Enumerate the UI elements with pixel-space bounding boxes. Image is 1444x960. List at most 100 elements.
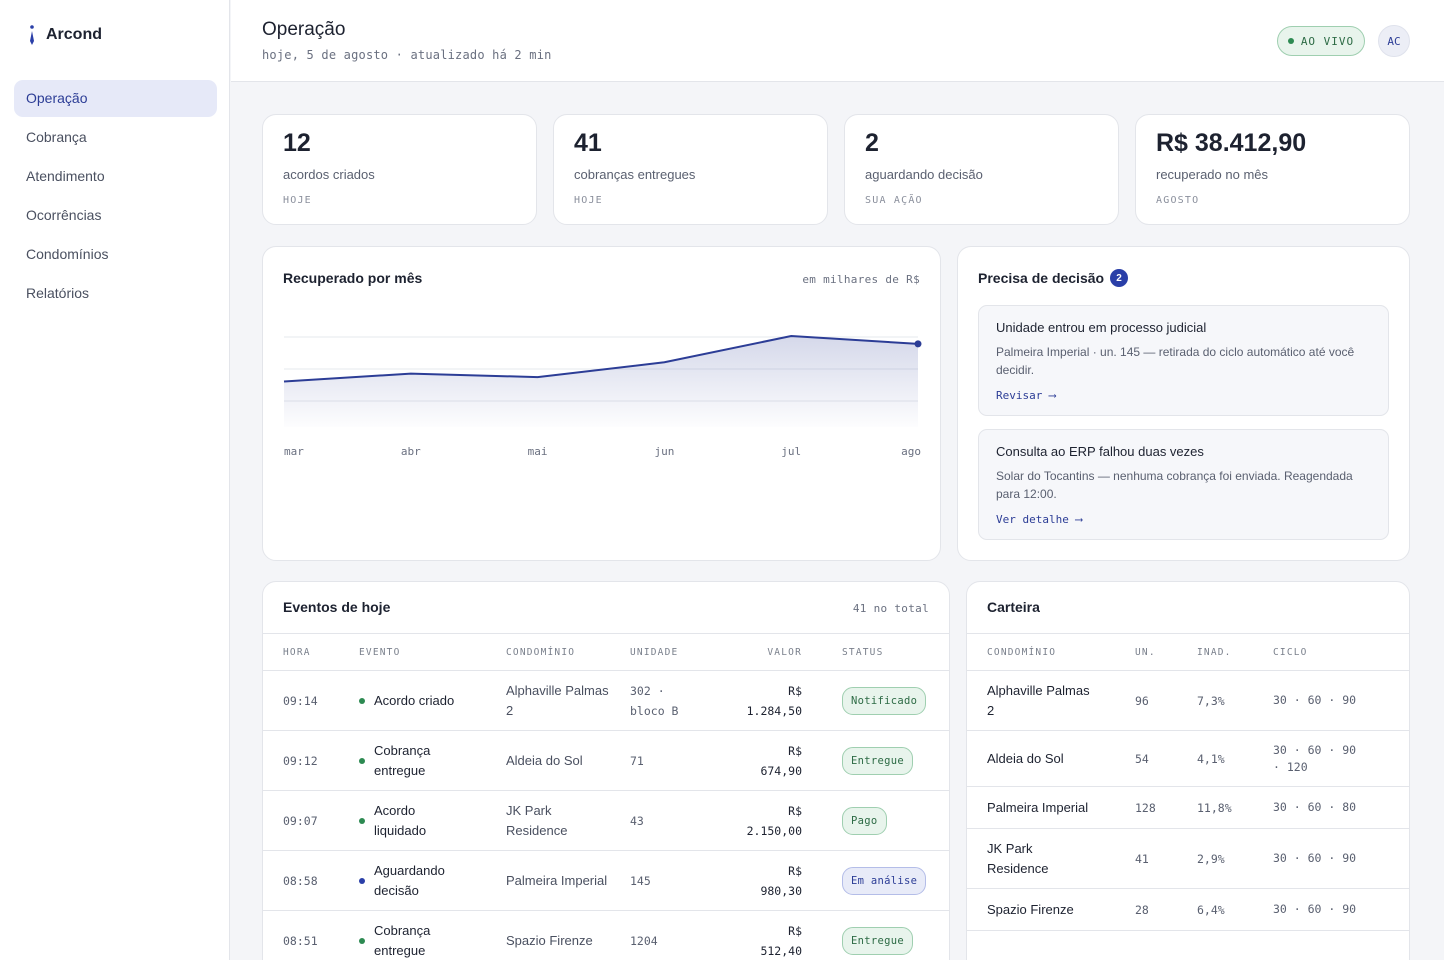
event-cell: Cobrança entregue (359, 730, 506, 791)
event-valor: R$ 674,90 (720, 730, 802, 791)
portfolio-condominio: Palmeira Imperial (967, 786, 1135, 829)
page-subtitle: hoje, 5 de agosto · atualizado há 2 min (262, 48, 552, 62)
col-condominio[interactable]: CONDOMÍNIO (967, 633, 1135, 671)
event-status-dot-icon (359, 937, 365, 944)
sidebar-item-cobranca[interactable]: Cobrança (26, 129, 87, 145)
event-status-cell: Entregue (802, 730, 949, 791)
col-ciclo[interactable]: CICLO (1273, 633, 1409, 671)
sidebar-item-ocorrencias[interactable]: Ocorrências (26, 207, 102, 223)
table-row[interactable]: 08:58 Aguardando decisão Palmeira Imperial… (263, 850, 949, 911)
status-badge: Notificado (842, 686, 927, 715)
decision-item-text: Solar do Tocantins — nenhuma cobrança fo… (996, 469, 1353, 501)
review-link[interactable]: Revisar ⟶ (996, 389, 1056, 402)
portfolio-ciclo: 30 · 60 · 90 · 120 (1273, 730, 1409, 787)
chart-x-tick-label: mar (284, 445, 304, 458)
stat-card-acordos: 12 acordos criados HOJE (262, 114, 537, 225)
table-row[interactable]: Spazio Firenze 28 6,4% 30 · 60 · 90 (967, 888, 1409, 931)
table-row[interactable]: JK Park Residence 41 2,9% 30 · 60 · 90 (967, 828, 1409, 889)
event-status-cell: Em análise (802, 850, 949, 911)
portfolio-title: Carteira (987, 599, 1040, 615)
event-unidade: 302 · bloco B (630, 670, 720, 731)
event-condominio: Alphaville Palmas 2 (506, 670, 630, 731)
stat-value: 12 (283, 129, 311, 157)
event-name: Aguardando decisão (374, 862, 445, 898)
col-hora[interactable]: HORA (263, 633, 359, 671)
brand-logo-icon (30, 25, 34, 45)
event-status-cell: Entregue (802, 910, 949, 960)
event-label-wrap: Aguardando decisão (359, 861, 506, 901)
event-time: 09:14 (263, 670, 359, 731)
chart-x-tick-label: jun (654, 445, 674, 458)
stat-tag: AGOSTO (1156, 195, 1200, 206)
status-badge: Entregue (842, 746, 913, 775)
brand[interactable]: Arcond (26, 24, 102, 46)
portfolio-inad: 4,1% (1197, 730, 1273, 787)
event-cell: Cobrança entregue (359, 910, 506, 960)
portfolio-header-row: CONDOMÍNIO UN. INAD. CICLO (967, 633, 1409, 671)
sidebar-item-atendimento[interactable]: Atendimento (26, 168, 105, 184)
live-dot-icon (1287, 38, 1294, 44)
col-condominio[interactable]: CONDOMÍNIO (506, 633, 630, 671)
stat-card-aguardando: 2 aguardando decisão SUA AÇÃO (844, 114, 1119, 225)
event-time: 09:12 (263, 730, 359, 791)
col-unidade[interactable]: UNIDADE (630, 633, 720, 671)
events-card: Eventos de hoje 41 no total HORA EVENTO … (262, 581, 950, 960)
decision-title-text: Precisa de decisão (978, 270, 1105, 286)
chart-x-tick-label: ago (901, 445, 921, 458)
event-status-dot-icon (359, 817, 365, 824)
sidebar-item-operacao[interactable]: Operação (14, 80, 217, 117)
portfolio-ciclo: 30 · 60 · 80 (1273, 786, 1409, 829)
portfolio-condominio: JK Park Residence (967, 828, 1135, 889)
decision-item-title: Consulta ao ERP falhou duas vezes (996, 444, 1204, 459)
event-time: 08:51 (263, 910, 359, 960)
col-inad[interactable]: INAD. (1197, 633, 1273, 671)
event-valor: R$ 2.150,00 (720, 790, 802, 851)
portfolio-inad: 6,4% (1197, 888, 1273, 931)
recuperado-chart: mar abr mai jun jul ago (283, 334, 922, 458)
page-header: Operação hoje, 5 de agosto · atualizado … (231, 0, 1444, 82)
table-row[interactable]: 08:51 Cobrança entregue Spazio Firenze 1204… (263, 910, 949, 960)
events-title: Eventos de hoje (283, 599, 391, 615)
stat-tag: HOJE (283, 195, 312, 206)
event-status-dot-icon (359, 877, 365, 884)
portfolio-units: 54 (1135, 730, 1197, 787)
view-detail-link[interactable]: Ver detalhe ⟶ (996, 513, 1083, 526)
events-total: 41 no total (852, 602, 929, 615)
stat-label: cobranças entregues (574, 167, 696, 182)
portfolio-table: CONDOMÍNIO UN. INAD. CICLO Alphaville Pa… (967, 633, 1409, 931)
avatar[interactable]: AC (1378, 25, 1410, 57)
decision-count-badge: 2 (1110, 269, 1129, 288)
portfolio-ciclo: 30 · 60 · 90 (1273, 828, 1409, 889)
col-valor[interactable]: VALOR (720, 633, 802, 671)
sidebar-item-relatorios[interactable]: Relatórios (26, 285, 90, 301)
decision-title: Precisa de decisão 2 (978, 269, 1129, 288)
col-un[interactable]: UN. (1135, 633, 1197, 671)
event-valor: R$ 1.284,50 (720, 670, 802, 731)
col-evento[interactable]: EVENTO (359, 633, 506, 671)
event-cell: Aguardando decisão (359, 850, 506, 911)
event-time: 09:07 (263, 790, 359, 851)
portfolio-units: 128 (1135, 786, 1197, 829)
chart-x-tick-label: abr (401, 445, 421, 458)
table-row[interactable]: Aldeia do Sol 54 4,1% 30 · 60 · 90 · 120 (967, 730, 1409, 787)
chart-note: em milhares de R$ (802, 273, 920, 286)
table-row[interactable]: Alphaville Palmas 2 96 7,3% 30 · 60 · 90 (967, 670, 1409, 731)
sidebar-nav: Operação Cobrança Atendimento Ocorrência… (14, 80, 217, 314)
stat-label: aguardando decisão (865, 167, 983, 182)
sidebar-item-condominios[interactable]: Condomínios (26, 246, 109, 262)
event-label-wrap: Cobrança entregue (359, 921, 506, 960)
live-label: AO VIVO (1300, 34, 1355, 48)
portfolio-ciclo: 30 · 60 · 90 (1273, 888, 1409, 931)
chart-point[interactable] (914, 340, 922, 348)
event-status-dot-icon (359, 757, 365, 764)
event-status-cell: Notificado (802, 670, 949, 731)
table-row[interactable]: Palmeira Imperial 128 11,8% 30 · 60 · 80 (967, 786, 1409, 829)
table-row[interactable]: 09:07 Acordo liquidado JK Park Residence 43… (263, 790, 949, 851)
portfolio-units: 28 (1135, 888, 1197, 931)
portfolio-inad: 7,3% (1197, 670, 1273, 731)
col-status[interactable]: STATUS (802, 633, 949, 671)
table-row[interactable]: 09:12 Cobrança entregue Aldeia do Sol 71 R$ … (263, 730, 949, 791)
table-row[interactable]: 09:14 Acordo criado Alphaville Palmas 2 302… (263, 670, 949, 731)
stat-tag: HOJE (574, 195, 603, 206)
portfolio-units: 96 (1135, 670, 1197, 731)
